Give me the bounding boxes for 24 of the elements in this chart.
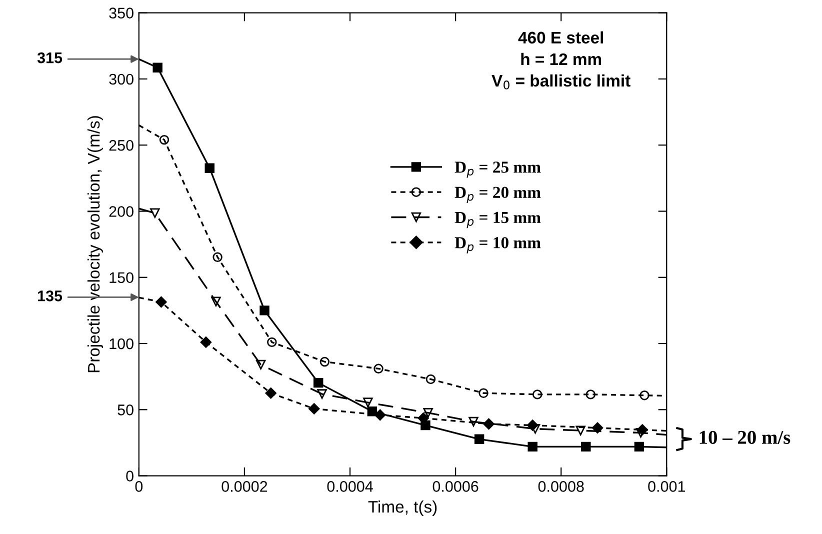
legend-label: D$_{p}$ = 25 mm bbox=[454, 162, 541, 178]
x-tick-label: 0.0008 bbox=[538, 481, 584, 492]
y-tick-label: 100 bbox=[110, 338, 134, 350]
x-tick-label: 0.0004 bbox=[327, 481, 373, 492]
x-tick-label: 0 bbox=[135, 481, 143, 492]
y-tick-label: 0 bbox=[126, 470, 134, 482]
y-tick-label: 200 bbox=[109, 206, 134, 217]
legend-label: D$_{p}$ = 20 mm bbox=[454, 186, 541, 204]
x-tick-label: 0.0006 bbox=[432, 481, 478, 492]
x-tick-label: 0.0002 bbox=[222, 481, 268, 492]
annotation: 315 bbox=[37, 52, 62, 64]
y-tick-label: 50 bbox=[118, 404, 134, 416]
y-tick-label: 150 bbox=[110, 272, 134, 284]
legend-label: D$_{p}$ = 15 mm bbox=[454, 212, 541, 228]
y-axis-title: Projectile velocity evolution, V(m/s) bbox=[87, 116, 104, 372]
y-tick-label: 250 bbox=[109, 140, 134, 151]
x-axis-title: Time, t(s) bbox=[368, 500, 437, 516]
y-tick-label: 300 bbox=[109, 74, 134, 85]
text: 460 E steel h = 12 mm V$_{0}$ = ballistic limit bbox=[492, 31, 630, 90]
x-tick-label: 0.001 bbox=[648, 481, 686, 492]
legend-label: D$_{p}$ = 10 mm bbox=[454, 237, 541, 254]
annotation: 135 bbox=[38, 290, 62, 302]
text: 10 – 20 m/s bbox=[700, 430, 790, 444]
y-tick-label: 350 bbox=[109, 8, 134, 18]
